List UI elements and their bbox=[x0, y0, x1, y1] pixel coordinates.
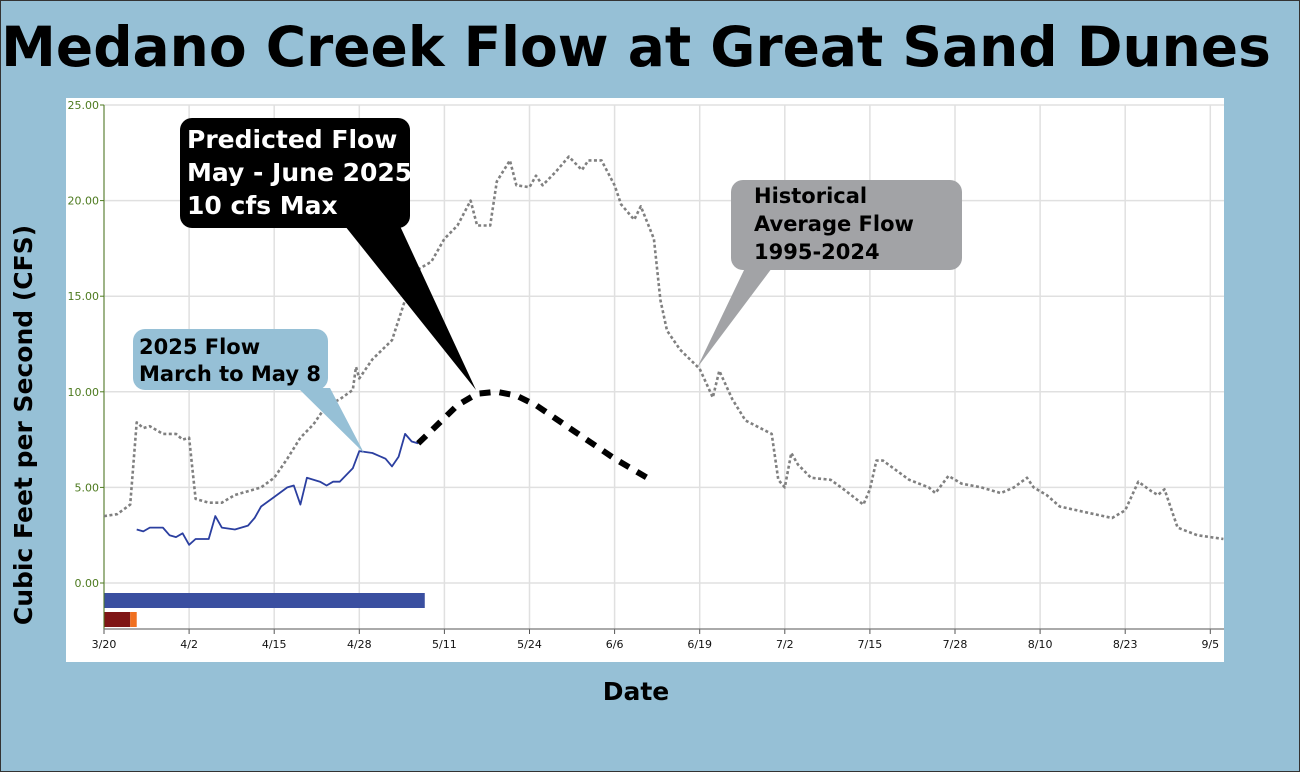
axes: 0.00 5.00 10.00 15.00 20.00 25.00 3/20 4/2 4/15 4… bbox=[68, 99, 1224, 651]
callouts: Predicted Flow May - June 2025 10 cfs Max 2… bbox=[133, 118, 962, 453]
series-line-2025-flow-march-to-may-8 bbox=[136, 432, 419, 546]
y-tick-label: 25.00 bbox=[68, 99, 100, 112]
y-axis-label: Cubic Feet per Second (CFS) bbox=[9, 225, 38, 625]
callout-current: 2025 Flow March to May 8 bbox=[133, 329, 364, 453]
x-tick-label: 7/28 bbox=[943, 638, 968, 651]
y-tick-label: 0.00 bbox=[75, 577, 100, 590]
x-tick-label: 3/20 bbox=[92, 638, 117, 651]
x-axis-label: Date bbox=[603, 677, 670, 706]
callout-historical: Historical Average Flow 1995-2024 bbox=[697, 180, 962, 368]
y-tick-label: 10.00 bbox=[68, 386, 100, 399]
timeline-bar bbox=[130, 612, 137, 627]
callout-text: 1995-2024 bbox=[754, 240, 880, 264]
callout-text: 10 cfs Max bbox=[187, 191, 338, 220]
x-tick-label: 9/5 bbox=[1201, 638, 1219, 651]
series-lines bbox=[103, 155, 1224, 546]
y-tick-label: 15.00 bbox=[68, 290, 100, 303]
y-tick-label: 20.00 bbox=[68, 195, 100, 208]
x-tick-label: 7/2 bbox=[776, 638, 794, 651]
x-tick-label: 8/23 bbox=[1113, 638, 1138, 651]
callout-text: 2025 Flow bbox=[139, 335, 260, 359]
x-tick-label: 6/6 bbox=[606, 638, 624, 651]
x-tick-label: 5/24 bbox=[517, 638, 542, 651]
x-tick-label: 6/19 bbox=[687, 638, 712, 651]
callout-pointer bbox=[697, 268, 772, 368]
callout-box bbox=[180, 118, 410, 228]
timeline-bars bbox=[104, 593, 425, 627]
x-tick-label: 4/2 bbox=[180, 638, 198, 651]
series-line-historical-average-flow-1995-2024 bbox=[103, 155, 1224, 541]
callout-pointer bbox=[298, 388, 364, 453]
callout-text: Historical bbox=[754, 184, 867, 208]
x-tick-label: 4/28 bbox=[347, 638, 372, 651]
x-tick-label: 5/11 bbox=[432, 638, 457, 651]
callout-text: Predicted Flow bbox=[187, 125, 397, 154]
x-tick-label: 8/10 bbox=[1028, 638, 1053, 651]
callout-predicted: Predicted Flow May - June 2025 10 cfs Max bbox=[180, 118, 476, 390]
callout-text: March to May 8 bbox=[139, 362, 321, 386]
callout-box bbox=[133, 329, 328, 390]
y-tick-label: 5.00 bbox=[75, 481, 100, 494]
x-tick-label: 4/15 bbox=[262, 638, 287, 651]
callout-pointer bbox=[345, 226, 476, 390]
callout-box bbox=[731, 180, 962, 270]
callout-text: Average Flow bbox=[754, 212, 914, 236]
callout-text: May - June 2025 bbox=[187, 158, 412, 187]
timeline-bar bbox=[104, 612, 131, 627]
x-tick-label: 7/15 bbox=[858, 638, 883, 651]
timeline-bar bbox=[104, 593, 425, 608]
chart-title: Medano Creek Flow at Great Sand Dunes bbox=[1, 15, 1271, 79]
